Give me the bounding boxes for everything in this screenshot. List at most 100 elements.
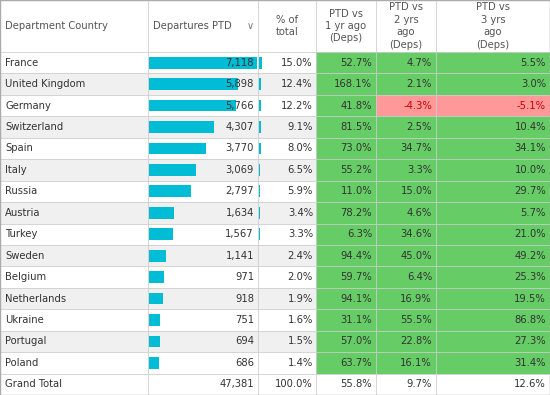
Text: 3.4%: 3.4% (288, 208, 313, 218)
Bar (316, 374, 376, 395)
Bar (258, 374, 316, 395)
Bar (436, 73, 550, 95)
Bar (376, 73, 436, 95)
Text: 55.5%: 55.5% (400, 315, 432, 325)
Text: Turkey: Turkey (5, 229, 37, 239)
Text: 5.9%: 5.9% (288, 186, 313, 196)
Text: 694: 694 (235, 337, 254, 346)
Bar (0, 331, 148, 352)
Bar (316, 288, 376, 309)
Text: 41.8%: 41.8% (340, 101, 372, 111)
Bar (149, 207, 174, 219)
Bar (316, 266, 376, 288)
Text: -5.1%: -5.1% (517, 101, 546, 111)
Bar (149, 271, 164, 283)
Bar (316, 73, 376, 95)
Text: 31.4%: 31.4% (514, 358, 546, 368)
Text: PTD vs
3 yrs
ago
(Deps): PTD vs 3 yrs ago (Deps) (476, 2, 510, 50)
Bar (259, 57, 262, 69)
Text: Sweden: Sweden (5, 251, 45, 261)
Text: Spain: Spain (5, 143, 33, 154)
Text: Switzerland: Switzerland (5, 122, 63, 132)
Text: ∨: ∨ (246, 21, 254, 31)
Bar (316, 95, 376, 116)
Text: United Kingdom: United Kingdom (5, 79, 85, 89)
Text: 3.3%: 3.3% (288, 229, 313, 239)
Text: 1.9%: 1.9% (288, 293, 313, 303)
Text: Italy: Italy (5, 165, 26, 175)
Text: Poland: Poland (5, 358, 38, 368)
Text: 22.8%: 22.8% (400, 337, 432, 346)
Text: 78.2%: 78.2% (340, 208, 372, 218)
Text: 21.0%: 21.0% (514, 229, 546, 239)
Bar (376, 266, 436, 288)
Bar (149, 185, 191, 197)
Text: Ukraine: Ukraine (5, 315, 44, 325)
Bar (436, 352, 550, 374)
Bar (0, 245, 148, 266)
Bar (148, 352, 258, 374)
Bar (259, 143, 261, 154)
Text: 12.6%: 12.6% (514, 379, 546, 389)
Bar (0, 0, 148, 52)
Text: 2.5%: 2.5% (406, 122, 432, 132)
Text: 27.3%: 27.3% (514, 337, 546, 346)
Bar (0, 202, 148, 224)
Bar (149, 357, 160, 369)
Bar (258, 138, 316, 159)
Bar (316, 0, 376, 52)
Bar (149, 314, 161, 326)
Bar (148, 331, 258, 352)
Bar (0, 266, 148, 288)
Bar (259, 78, 261, 90)
Text: 2,797: 2,797 (226, 186, 254, 196)
Bar (376, 224, 436, 245)
Bar (259, 100, 261, 111)
Bar (258, 52, 316, 73)
Bar (376, 181, 436, 202)
Bar (258, 202, 316, 224)
Bar (436, 309, 550, 331)
Text: Department Country: Department Country (5, 21, 108, 31)
Bar (436, 374, 550, 395)
Text: 94.1%: 94.1% (340, 293, 372, 303)
Text: 10.4%: 10.4% (514, 122, 546, 132)
Text: 10.0%: 10.0% (514, 165, 546, 175)
Bar (376, 288, 436, 309)
Text: 3,069: 3,069 (226, 165, 254, 175)
Bar (316, 309, 376, 331)
Text: 4,307: 4,307 (226, 122, 254, 132)
Bar (316, 331, 376, 352)
Bar (258, 181, 316, 202)
Text: 8.0%: 8.0% (288, 143, 313, 154)
Text: Netherlands: Netherlands (5, 293, 66, 303)
Bar (148, 0, 258, 52)
Text: 2.4%: 2.4% (288, 251, 313, 261)
Text: 3.0%: 3.0% (521, 79, 546, 89)
Bar (376, 138, 436, 159)
Bar (258, 266, 316, 288)
Bar (148, 73, 258, 95)
Bar (0, 73, 148, 95)
Text: -4.3%: -4.3% (403, 101, 432, 111)
Text: 29.7%: 29.7% (514, 186, 546, 196)
Bar (148, 245, 258, 266)
Text: 86.8%: 86.8% (514, 315, 546, 325)
Bar (258, 73, 316, 95)
Bar (0, 374, 148, 395)
Bar (0, 52, 148, 73)
Text: 59.7%: 59.7% (340, 272, 372, 282)
Text: 47,381: 47,381 (219, 379, 254, 389)
Text: 1,634: 1,634 (226, 208, 254, 218)
Bar (316, 52, 376, 73)
Text: 34.7%: 34.7% (400, 143, 432, 154)
Text: 100.0%: 100.0% (275, 379, 313, 389)
Bar (316, 181, 376, 202)
Text: 6.5%: 6.5% (288, 165, 313, 175)
Text: 19.5%: 19.5% (514, 293, 546, 303)
Bar (258, 159, 316, 181)
Bar (258, 95, 316, 116)
Bar (436, 266, 550, 288)
Bar (148, 309, 258, 331)
Text: 1,141: 1,141 (226, 251, 254, 261)
